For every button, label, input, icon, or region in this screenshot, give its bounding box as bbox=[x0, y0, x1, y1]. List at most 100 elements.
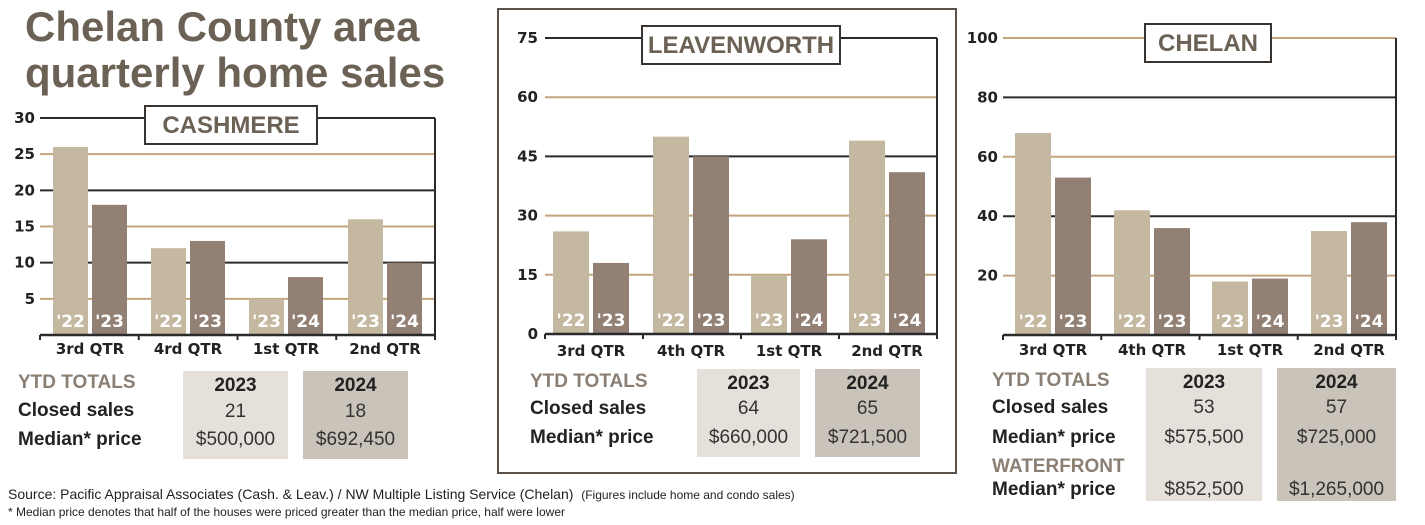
bar bbox=[348, 219, 383, 335]
bar bbox=[791, 239, 827, 334]
bar bbox=[151, 248, 186, 335]
y-tick-label: 0 bbox=[528, 325, 538, 343]
year-header: 2024 bbox=[846, 373, 889, 394]
y-tick-label: 100 bbox=[967, 29, 998, 47]
waterfront-median-value: $1,265,000 bbox=[1288, 479, 1385, 500]
category-label: 2nd QTR bbox=[1313, 341, 1385, 359]
bar bbox=[593, 262, 629, 334]
bar bbox=[288, 277, 323, 335]
bar-year-label: '24 bbox=[291, 312, 320, 332]
median-price-value: $500,000 bbox=[195, 429, 276, 450]
bar-year-label: '23 bbox=[755, 311, 784, 331]
title-line-1: Chelan County area bbox=[25, 3, 420, 50]
closed-sales-value: 64 bbox=[737, 398, 760, 419]
bar bbox=[553, 231, 589, 334]
bar-year-label: '22 bbox=[56, 312, 85, 332]
y-tick-label: 60 bbox=[517, 88, 538, 106]
y-tick-label: 20 bbox=[14, 181, 35, 199]
bar-year-label: '22 bbox=[1118, 312, 1147, 332]
waterfront-heading: WATERFRONT bbox=[992, 456, 1125, 477]
y-tick-label: 15 bbox=[14, 218, 35, 236]
chart-title-box bbox=[144, 105, 318, 145]
bar-year-label: '23 bbox=[597, 311, 626, 331]
year-header: 2023 bbox=[1182, 372, 1226, 393]
median-footnote: * Median price denotes that half of the … bbox=[8, 505, 565, 519]
closed-sales-label: Closed sales bbox=[18, 400, 135, 421]
y-tick-label: 10 bbox=[14, 254, 35, 272]
closed-sales-label: Closed sales bbox=[992, 397, 1109, 418]
bar-year-label: '24 bbox=[1256, 312, 1285, 332]
bar bbox=[1114, 210, 1150, 335]
source-note: (Figures include home and condo sales) bbox=[581, 488, 795, 502]
category-label: 4th QTR bbox=[657, 342, 725, 360]
bar bbox=[53, 146, 88, 335]
closed-sales-value: 18 bbox=[344, 401, 367, 422]
category-label: 3rd QTR bbox=[557, 342, 626, 360]
y-tick-label: 60 bbox=[977, 148, 998, 166]
y-tick-label: 75 bbox=[517, 29, 538, 47]
page-title: Chelan County area quarterly home sales bbox=[25, 4, 445, 96]
category-label: 2nd QTR bbox=[851, 342, 923, 360]
bar bbox=[190, 240, 225, 335]
col-2023: 2023 64 $660,000 bbox=[697, 369, 800, 457]
bar-year-label: '24 bbox=[1355, 312, 1384, 332]
closed-sales-label: Closed sales bbox=[530, 398, 647, 419]
ytd-heading: YTD TOTALS bbox=[18, 372, 136, 393]
bar bbox=[1252, 278, 1288, 335]
bar-year-label: '22 bbox=[557, 311, 586, 331]
year-header: 2024 bbox=[334, 375, 377, 396]
y-tick-label: 30 bbox=[14, 109, 35, 127]
closed-sales-value: 53 bbox=[1193, 397, 1215, 418]
category-label: 3rd QTR bbox=[56, 340, 125, 358]
bar bbox=[653, 136, 689, 334]
category-label: 4th QTR bbox=[1118, 341, 1186, 359]
y-tick-label: 25 bbox=[14, 145, 35, 163]
median-price-value: $575,500 bbox=[1164, 427, 1244, 448]
bar bbox=[387, 262, 422, 335]
chart-title-box bbox=[1144, 23, 1272, 63]
bar bbox=[1015, 133, 1051, 335]
y-tick-label: 30 bbox=[517, 207, 538, 225]
bar bbox=[1212, 281, 1248, 335]
bar-year-label: '23 bbox=[252, 312, 281, 332]
bar-year-label: '23 bbox=[1216, 312, 1245, 332]
bar bbox=[1311, 231, 1347, 335]
chart-title: CASHMERE bbox=[162, 112, 299, 139]
y-tick-label: 15 bbox=[517, 266, 538, 284]
category-label: 1st QTR bbox=[1217, 341, 1284, 359]
year-header: 2023 bbox=[727, 373, 770, 394]
category-label: 3rd QTR bbox=[1019, 341, 1088, 359]
bar-year-label: '23 bbox=[1158, 312, 1187, 332]
category-label: 2nd QTR bbox=[349, 340, 421, 358]
source-line: Source: Pacific Appraisal Associates (Ca… bbox=[8, 486, 795, 502]
bar-year-label: '22 bbox=[657, 311, 686, 331]
median-price-label: Median* price bbox=[530, 427, 654, 448]
year-header: 2023 bbox=[214, 375, 257, 396]
year-header: 2024 bbox=[1315, 372, 1358, 393]
bar-year-label: '23 bbox=[1315, 312, 1344, 332]
bar-year-label: '23 bbox=[95, 312, 124, 332]
bar-year-label: '24 bbox=[795, 311, 824, 331]
bar bbox=[1351, 222, 1387, 335]
bar-year-label: '23 bbox=[697, 311, 726, 331]
col-2024: 2024 65 $721,500 bbox=[815, 369, 920, 457]
closed-sales-value: 65 bbox=[856, 398, 879, 419]
median-price-value: $692,450 bbox=[315, 429, 396, 450]
col-2024: 2024 57 $725,000 $1,265,000 bbox=[1277, 368, 1396, 501]
waterfront-median-value: $852,500 bbox=[1164, 479, 1244, 500]
ytd-heading: YTD TOTALS bbox=[530, 371, 648, 392]
bar bbox=[1055, 177, 1091, 335]
y-tick-label: 80 bbox=[977, 88, 998, 106]
bar bbox=[693, 156, 729, 334]
bar-year-label: '23 bbox=[193, 312, 222, 332]
chart-title: LEAVENWORTH bbox=[648, 32, 834, 59]
median-price-label: Median* price bbox=[18, 429, 142, 450]
median-price-value: $725,000 bbox=[1296, 427, 1377, 448]
bar-year-label: '22 bbox=[154, 312, 183, 332]
bar-year-label: '23 bbox=[853, 311, 882, 331]
title-line-2: quarterly home sales bbox=[25, 49, 446, 96]
bar bbox=[751, 274, 787, 334]
bar bbox=[889, 172, 925, 334]
ytd-heading: YTD TOTALS bbox=[992, 370, 1110, 391]
